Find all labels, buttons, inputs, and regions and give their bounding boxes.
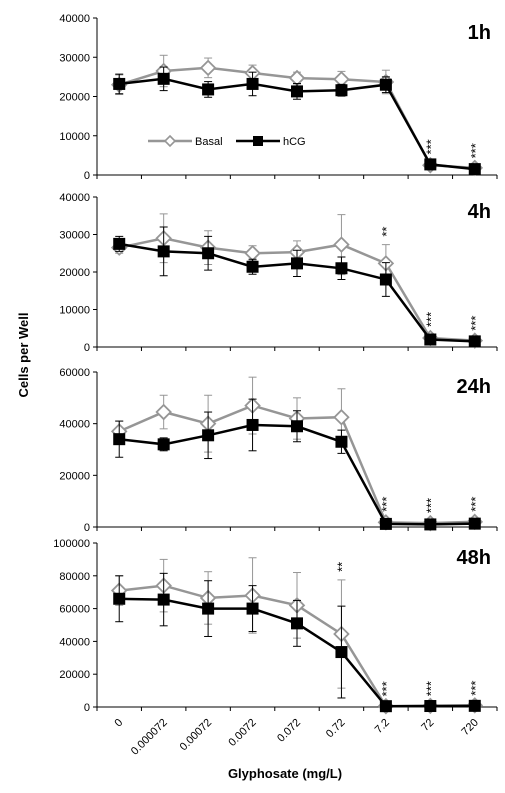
point-basal (333, 236, 350, 253)
legend-label: Basal (195, 136, 223, 148)
x-tick-label: 7.2 (373, 717, 392, 736)
point-hcg (335, 262, 348, 275)
point-hcg (202, 429, 215, 442)
point-hcg (291, 617, 303, 630)
point-hcg (291, 257, 303, 270)
point-basal (288, 69, 306, 87)
point-hcg (113, 592, 126, 605)
significance-marker: ** (334, 562, 349, 572)
point-hcg (379, 78, 392, 91)
legend-marker (253, 136, 263, 146)
y-tick-label: 10000 (59, 131, 90, 143)
point-hcg (202, 602, 215, 615)
x-tick-label: 0.000072 (129, 717, 170, 758)
x-tick-label: 0.72 (324, 717, 348, 741)
point-hcg (335, 646, 348, 659)
x-tick-label: 72 (419, 717, 436, 734)
significance-marker: *** (468, 681, 483, 696)
y-tick-label: 20000 (59, 470, 90, 482)
y-tick-label: 0 (84, 170, 90, 182)
x-tick-label: 0 (113, 717, 126, 730)
point-hcg (468, 163, 481, 176)
point-hcg (246, 77, 259, 90)
y-tick-label: 0 (84, 342, 90, 354)
y-tick-label: 40000 (59, 419, 90, 431)
point-hcg (113, 237, 126, 250)
legend-marker (163, 134, 177, 148)
y-tick-label: 30000 (59, 230, 90, 242)
point-hcg (335, 435, 348, 448)
significance-marker: *** (468, 143, 483, 158)
panel-1h: 0 10000 20000 30000 40000 1h *** *** Basal hCG (59, 13, 498, 182)
significance-marker: *** (423, 312, 438, 327)
significance-marker: *** (379, 681, 394, 696)
y-tick-label: 30000 (59, 52, 90, 64)
significance-marker: *** (423, 681, 438, 696)
point-hcg (291, 420, 303, 433)
point-hcg (379, 273, 392, 286)
y-tick-label: 10000 (59, 305, 90, 317)
point-hcg (202, 247, 215, 260)
significance-marker: *** (468, 316, 483, 331)
significance-marker: ** (379, 227, 394, 237)
point-hcg (379, 700, 392, 713)
point-hcg (157, 593, 170, 606)
panel-title: 1h (468, 22, 491, 44)
x-tick-label: 720 (459, 717, 480, 738)
point-hcg (379, 517, 392, 530)
y-tick-label: 60000 (59, 367, 90, 379)
y-tick-label: 40000 (59, 636, 90, 648)
point-hcg (468, 335, 481, 348)
significance-marker: *** (423, 139, 438, 154)
x-tick-label: 0.0072 (226, 717, 258, 749)
point-hcg (468, 517, 481, 530)
point-hcg (424, 518, 437, 531)
point-hcg (335, 84, 348, 97)
point-hcg (157, 245, 170, 258)
point-hcg (202, 83, 215, 96)
y-tick-label: 20000 (59, 92, 90, 104)
significance-marker: *** (423, 498, 438, 513)
y-tick-label: 40000 (59, 13, 90, 25)
y-tick-label: 100000 (53, 538, 90, 550)
point-hcg (113, 433, 126, 446)
point-basal (244, 244, 261, 262)
point-hcg (424, 333, 437, 346)
y-tick-label: 60000 (59, 604, 90, 616)
x-tick-label: 0.072 (275, 717, 303, 745)
panel-24h: 0 20000 40000 60000 24h *** *** *** (59, 367, 498, 534)
y-axis-title: Cells per Well (16, 312, 31, 397)
point-hcg (291, 85, 303, 98)
y-tick-label: 80000 (59, 571, 90, 583)
y-tick-label: 0 (84, 702, 90, 714)
y-tick-label: 20000 (59, 267, 90, 279)
legend-label: hCG (283, 136, 306, 148)
point-hcg (157, 72, 170, 85)
point-hcg (246, 602, 259, 615)
point-hcg (424, 158, 437, 171)
x-axis-title: Glyphosate (mg/L) (228, 766, 342, 781)
significance-marker: *** (379, 497, 394, 512)
point-basal (199, 59, 217, 77)
significance-marker: *** (468, 497, 483, 512)
point-basal (333, 408, 350, 426)
y-tick-label: 40000 (59, 192, 90, 204)
panel-title: 48h (457, 547, 491, 569)
x-tick-label: 0.00072 (178, 717, 215, 754)
panels-group: 0 10000 20000 30000 40000 1h *** *** Basal hCG 0 10… (53, 13, 498, 758)
y-tick-label: 0 (84, 522, 90, 534)
panel-title: 24h (457, 376, 491, 398)
point-hcg (157, 438, 170, 451)
y-tick-label: 20000 (59, 669, 90, 681)
point-hcg (468, 699, 481, 712)
point-basal (155, 403, 172, 421)
point-hcg (246, 418, 259, 431)
point-hcg (424, 700, 437, 713)
point-hcg (246, 260, 259, 273)
point-hcg (113, 77, 126, 90)
panel-title: 4h (468, 201, 491, 223)
